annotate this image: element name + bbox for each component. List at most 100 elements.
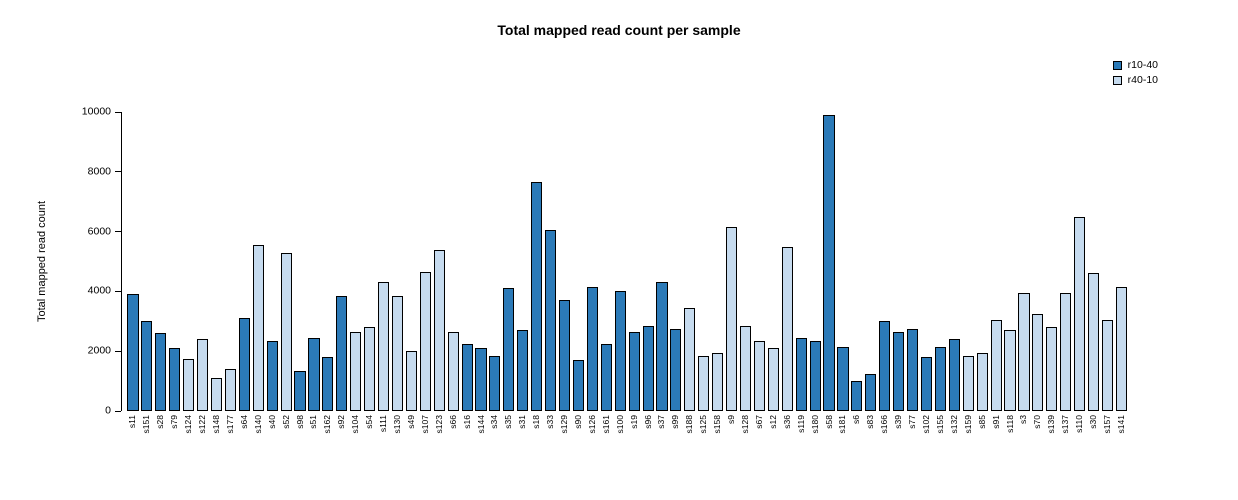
x-tick-label: s162 bbox=[322, 415, 333, 434]
x-label-slot: s188 bbox=[683, 415, 697, 461]
bar-s90 bbox=[572, 360, 585, 411]
bar-s70 bbox=[1032, 314, 1044, 411]
bar-s118 bbox=[1004, 330, 1016, 411]
bar-s124 bbox=[183, 359, 195, 411]
x-label-slot: s148 bbox=[210, 415, 224, 461]
bar-slot bbox=[391, 296, 405, 411]
bar-s130 bbox=[391, 296, 404, 411]
bar-s122 bbox=[197, 339, 209, 411]
y-tick-label: 8000 bbox=[87, 165, 111, 178]
x-label-slot: s19 bbox=[627, 415, 641, 461]
bar-slot bbox=[1017, 293, 1031, 411]
bar-slot bbox=[516, 330, 530, 411]
x-tick-label: s92 bbox=[336, 415, 347, 429]
bar-slot bbox=[349, 332, 363, 411]
bar-slot bbox=[377, 282, 391, 411]
bar-slot bbox=[460, 344, 474, 411]
bar-slot bbox=[892, 332, 906, 411]
y-tick-label: 4000 bbox=[87, 284, 111, 297]
bar-slot bbox=[725, 227, 739, 411]
bar-slot bbox=[182, 359, 196, 411]
x-label-slot: s110 bbox=[1073, 415, 1087, 461]
x-tick-label: s18 bbox=[531, 415, 542, 429]
x-label-slot: s83 bbox=[864, 415, 878, 461]
x-label-slot: s139 bbox=[1045, 415, 1059, 461]
x-tick-label: s83 bbox=[865, 415, 876, 429]
x-label-slot: s91 bbox=[989, 415, 1003, 461]
bar-s148 bbox=[210, 378, 223, 411]
legend-item: r40-10 bbox=[1112, 74, 1158, 86]
x-label-slot: s137 bbox=[1059, 415, 1073, 461]
bar-s125 bbox=[698, 356, 710, 411]
x-tick-label: s126 bbox=[586, 415, 597, 434]
x-label-slot: s16 bbox=[460, 415, 474, 461]
bar-s104 bbox=[350, 332, 362, 411]
legend-swatch bbox=[1112, 75, 1122, 85]
bar-slot bbox=[488, 356, 502, 411]
x-tick-label: s124 bbox=[183, 415, 194, 434]
bar-s132 bbox=[948, 339, 960, 411]
x-label-slot: s162 bbox=[321, 415, 335, 461]
bar-slot bbox=[279, 253, 293, 411]
x-tick-label: s31 bbox=[517, 415, 528, 429]
x-label-slot: s125 bbox=[697, 415, 711, 461]
bar-slot bbox=[878, 321, 892, 411]
bar-s58 bbox=[823, 115, 835, 411]
bar-slot bbox=[432, 250, 446, 411]
x-label-slot: s126 bbox=[585, 415, 599, 461]
x-label-slot: s77 bbox=[906, 415, 920, 461]
legend-label: r40-10 bbox=[1127, 74, 1158, 86]
x-label-slot: s12 bbox=[766, 415, 780, 461]
bar-slot bbox=[1087, 273, 1101, 411]
bar-s162 bbox=[322, 357, 334, 411]
bar-s66 bbox=[447, 332, 459, 411]
bar-s99 bbox=[670, 329, 682, 411]
x-label-slot: s52 bbox=[279, 415, 293, 461]
x-tick-label: s157 bbox=[1101, 415, 1112, 434]
x-tick-label: s166 bbox=[879, 415, 890, 434]
x-label-slot: s177 bbox=[223, 415, 237, 461]
x-label-slot: s124 bbox=[182, 415, 196, 461]
x-label-slot: s158 bbox=[711, 415, 725, 461]
bar-slot bbox=[1045, 327, 1059, 411]
x-label-slot: s30 bbox=[1087, 415, 1101, 461]
x-tick-label: s85 bbox=[976, 415, 987, 429]
x-label-slot: s31 bbox=[516, 415, 530, 461]
x-tick-label: s67 bbox=[753, 415, 764, 429]
y-tick bbox=[115, 111, 121, 113]
bar-s51 bbox=[308, 338, 320, 411]
x-tick-label: s77 bbox=[907, 415, 918, 429]
x-axis-labels: s11 s151 s28 s79 s124 s122 s148 s177 s64 s140 s40 s… bbox=[122, 411, 1132, 461]
legend-label: r10-40 bbox=[1127, 59, 1158, 71]
bar-slot bbox=[766, 348, 780, 411]
x-tick-label: s181 bbox=[837, 415, 848, 434]
bar-slot bbox=[613, 291, 627, 411]
x-tick-label: s123 bbox=[433, 415, 444, 434]
legend-item: r10-40 bbox=[1112, 59, 1158, 71]
x-tick-label: s12 bbox=[767, 415, 778, 429]
bar-s91 bbox=[990, 320, 1002, 411]
y-tick bbox=[115, 231, 121, 233]
bar-s177 bbox=[224, 369, 236, 411]
bar-slot bbox=[251, 245, 265, 411]
x-label-slot: s70 bbox=[1031, 415, 1045, 461]
x-tick-label: s159 bbox=[962, 415, 973, 434]
bar-slot bbox=[321, 357, 335, 411]
x-label-slot: s111 bbox=[377, 415, 391, 461]
bar-slot bbox=[1101, 320, 1115, 411]
x-label-slot: s49 bbox=[404, 415, 418, 461]
x-tick-label: s98 bbox=[294, 415, 305, 429]
legend-swatch bbox=[1112, 60, 1122, 70]
x-tick-label: s96 bbox=[642, 415, 653, 429]
x-label-slot: s128 bbox=[739, 415, 753, 461]
bar-s128 bbox=[739, 326, 752, 411]
bar-s180 bbox=[809, 341, 821, 411]
x-tick-label: s34 bbox=[489, 415, 500, 429]
y-tick bbox=[115, 410, 121, 412]
bar-slot bbox=[947, 339, 961, 411]
bar-s123 bbox=[433, 250, 445, 411]
x-label-slot: s157 bbox=[1101, 415, 1115, 461]
bar-slot bbox=[975, 353, 989, 411]
bar-slot bbox=[850, 381, 864, 411]
